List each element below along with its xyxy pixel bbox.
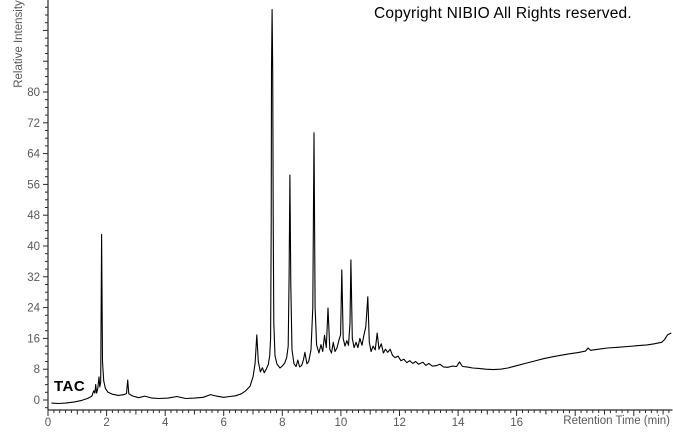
x-axis-title: Retention Time (min) [563,415,670,427]
svg-text:24: 24 [27,303,40,315]
svg-text:40: 40 [27,241,40,253]
svg-text:8: 8 [279,417,285,429]
svg-text:2: 2 [103,417,109,429]
svg-text:0: 0 [45,417,51,429]
svg-text:32: 32 [27,272,40,284]
svg-text:16: 16 [27,333,40,345]
y-axis-title: Relative Intensity [13,0,25,88]
svg-text:10: 10 [335,417,348,429]
svg-text:72: 72 [27,118,40,130]
svg-text:12: 12 [393,417,406,429]
copyright-notice: Copyright NIBIO All Rights reserved. [374,5,632,22]
svg-text:0: 0 [34,395,40,407]
chromatogram-trace [51,9,672,405]
svg-text:56: 56 [27,179,40,191]
trace-label: TAC [54,378,86,395]
svg-text:16: 16 [510,417,523,429]
svg-text:8: 8 [34,364,40,376]
svg-text:48: 48 [27,210,40,222]
svg-text:4: 4 [162,417,169,429]
svg-text:80: 80 [27,87,40,99]
svg-text:14: 14 [452,417,465,429]
svg-text:64: 64 [27,149,40,161]
svg-text:6: 6 [220,417,226,429]
